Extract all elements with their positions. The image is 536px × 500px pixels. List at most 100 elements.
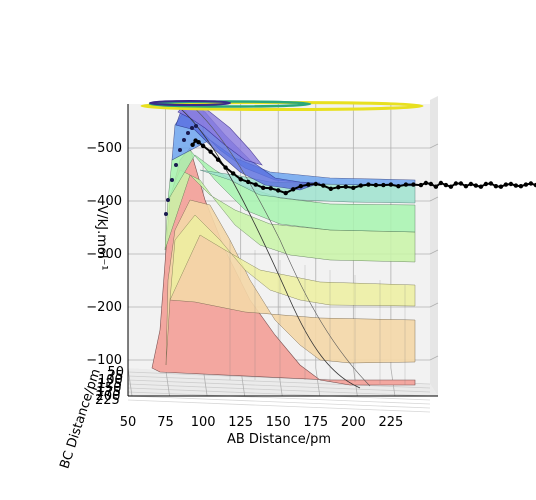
trajectory-point [343, 184, 348, 189]
top-contour-ring-inner [148, 100, 312, 108]
y-tick-label: 150 [97, 381, 122, 396]
surface-edge-curve [181, 109, 361, 389]
trajectory-point [411, 182, 416, 187]
trajectory-point [328, 186, 333, 191]
trajectory-point [453, 181, 459, 186]
trajectory-point [182, 138, 186, 142]
y-grid-line [127, 395, 431, 409]
z-grid-line-side [429, 143, 439, 149]
trajectory-point [178, 148, 182, 152]
trajectory-point [396, 184, 401, 189]
z-grid-line-side [429, 249, 439, 255]
z-grid-line-side [429, 355, 439, 361]
trajectory-point [351, 185, 356, 190]
trajectory-point [313, 181, 318, 187]
trajectory-point [276, 188, 281, 193]
x-tick-label: 125 [228, 415, 253, 430]
trajectory-point [215, 157, 221, 162]
z-tick-label: −300 [86, 247, 122, 262]
x-tick-label: 225 [378, 415, 403, 430]
trajectory-point [194, 124, 198, 128]
trajectory-point [528, 181, 534, 186]
x-tick-label: 75 [157, 415, 174, 430]
surface-edge-curve-2 [189, 103, 371, 387]
trajectory-point [403, 182, 409, 187]
trajectory-point [373, 182, 379, 188]
trajectory-point [448, 184, 454, 189]
y-tick-label: 100 [98, 373, 123, 388]
trajectory-point [306, 182, 311, 187]
trajectory-point [358, 183, 363, 188]
trajectory-point [261, 185, 266, 190]
trajectory-point [298, 184, 303, 189]
y-tick-label: 50 [107, 365, 124, 380]
trajectory-point [231, 171, 236, 176]
z-tick-label: −400 [86, 194, 122, 209]
axes-lines [127, 104, 438, 397]
y-grid-line [127, 387, 431, 401]
trajectory-point [433, 184, 439, 189]
y-tick-label: 75 [107, 369, 124, 384]
x-tick-label: 50 [120, 415, 137, 430]
trajectory-point [388, 182, 394, 187]
trajectory-point [200, 143, 206, 149]
x-grid-line-floor [127, 367, 133, 397]
surface-region-lightgreen [164, 169, 416, 263]
x-tick-label: 100 [191, 415, 216, 430]
trajectory-point [458, 181, 464, 186]
trajectory-point [418, 182, 424, 188]
trajectory-point [478, 184, 484, 189]
trajectory-point [443, 182, 449, 188]
y-grid-line [127, 383, 431, 397]
trajectory-point [438, 180, 444, 186]
trajectory-point [523, 182, 529, 187]
z-grid-line-side [429, 302, 439, 308]
surface-region-orange [165, 199, 416, 366]
trajectory-point [483, 181, 489, 187]
trajectory [164, 124, 536, 216]
x-tick-label: 175 [303, 415, 328, 430]
trajectory-point [253, 182, 258, 187]
trajectory-point [238, 177, 243, 182]
trajectory-point [166, 198, 170, 202]
x-grid-line-floor [165, 367, 170, 397]
trajectory-point [366, 182, 371, 187]
trajectory-point [428, 181, 434, 187]
y-axis-label: BC Distance/pm [57, 367, 103, 471]
y-grid-line [127, 391, 431, 405]
trajectory-point [190, 126, 194, 130]
y-tick-label: 225 [95, 393, 120, 408]
trajectory-point [321, 183, 326, 188]
trajectory-point [513, 183, 519, 188]
trajectory-point [381, 182, 386, 188]
trajectory-point [246, 179, 251, 185]
trajectory-point [533, 182, 536, 188]
trajectory-point [170, 178, 174, 182]
trajectory-point [463, 184, 469, 189]
right-pane [430, 96, 438, 396]
trajectory-point [174, 163, 178, 167]
trajectory-point [493, 184, 499, 189]
trajectory-point [196, 140, 201, 145]
z-tick-label: −200 [86, 300, 122, 315]
trajectory-point [468, 181, 474, 187]
z-axis-label: V/kJ.mol⁻¹ [94, 205, 109, 270]
trajectory-point [423, 180, 429, 186]
trajectory-point [190, 142, 195, 147]
z-grid-line-side [429, 196, 439, 202]
trajectory-point [473, 183, 479, 188]
y-tick-label: 125 [97, 377, 122, 392]
y-grid-line [127, 375, 431, 389]
top-contour-projection [140, 100, 424, 111]
trajectory-point [186, 131, 190, 135]
trajectory-point [488, 181, 494, 186]
x-axis-label: AB Distance/pm [227, 432, 331, 447]
trajectory-point [268, 186, 273, 191]
y-grid-line [127, 379, 431, 393]
top-contour-ring-core [149, 100, 231, 106]
x-tick-label: 150 [266, 415, 291, 430]
trajectory-point [283, 190, 288, 196]
trajectory-point [223, 165, 228, 170]
